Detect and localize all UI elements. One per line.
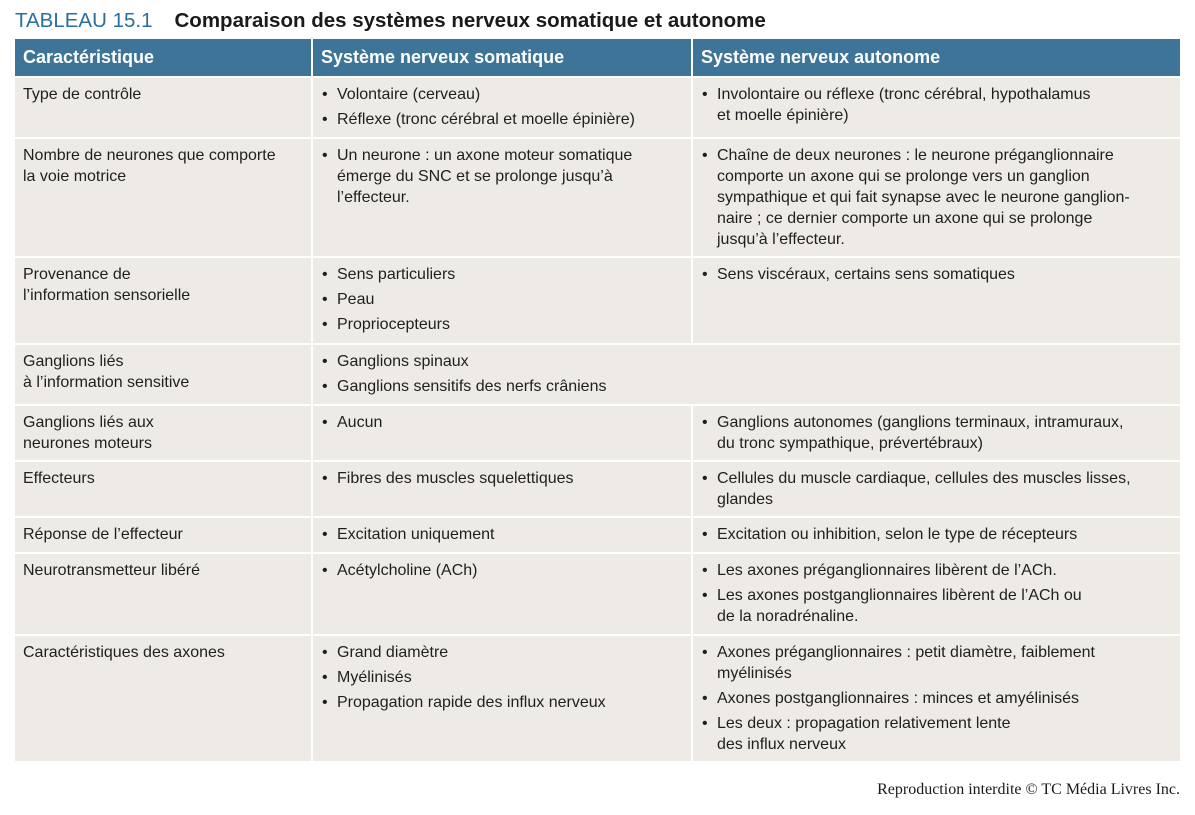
list-item: Aucun bbox=[321, 412, 681, 433]
list-item: Réflexe (tronc cérébral et moelle épiniè… bbox=[321, 109, 681, 130]
list-item: Sens viscéraux, certains sens somatiques bbox=[701, 264, 1170, 285]
autonomic-list: Les axones préganglionnaires libèrent de… bbox=[701, 560, 1170, 627]
header-somatic: Système nerveux somatique bbox=[312, 39, 693, 77]
row-autonomic: Involontaire ou réflexe (tronc cérébral,… bbox=[692, 76, 1180, 138]
somatic-list: Sens particuliers Peau Propriocepteurs bbox=[321, 264, 681, 335]
list-item: Fibres des muscles squelettiques bbox=[321, 468, 681, 489]
autonomic-list: Cellules du muscle cardiaque, cellules d… bbox=[701, 468, 1170, 510]
characteristic-label: Neurotransmetteur libéré bbox=[23, 562, 200, 579]
table-row: Ganglions liés aux neurones moteurs Aucun… bbox=[15, 404, 1180, 461]
table-row: Ganglions liés à l’information sensitive… bbox=[15, 343, 1180, 405]
table-heading: Comparaison des systèmes nerveux somatiq… bbox=[174, 9, 766, 32]
row-somatic: Fibres des muscles squelettiques bbox=[312, 460, 693, 517]
list-item: Les axones préganglionnaires libèrent de… bbox=[701, 560, 1170, 581]
row-shared-cell: Ganglions spinaux Ganglions sensitifs des… bbox=[312, 343, 1180, 405]
characteristic-label: Ganglions liés aux neurones moteurs bbox=[23, 414, 154, 452]
row-characteristic: Type de contrôle bbox=[15, 76, 313, 138]
list-item: Sens particuliers bbox=[321, 264, 681, 285]
somatic-list: Volontaire (cerveau) Réflexe (tronc céréb… bbox=[321, 84, 681, 130]
list-item: Excitation ou inhibition, selon le type … bbox=[701, 524, 1170, 545]
row-autonomic: Ganglions autonomes (ganglions terminaux… bbox=[692, 404, 1180, 461]
row-characteristic: Neurotransmetteur libéré bbox=[15, 552, 313, 635]
autonomic-list: Excitation ou inhibition, selon le type … bbox=[701, 524, 1170, 545]
row-characteristic: Réponse de l’effecteur bbox=[15, 516, 313, 553]
header-autonomic: Système nerveux autonome bbox=[692, 39, 1180, 77]
row-characteristic: Caractéristiques des axones bbox=[15, 634, 313, 761]
table-number: TABLEAU 15.1 bbox=[15, 9, 153, 32]
list-item: Myélinisés bbox=[321, 667, 681, 688]
somatic-list: Aucun bbox=[321, 412, 681, 433]
row-autonomic: Cellules du muscle cardiaque, cellules d… bbox=[692, 460, 1180, 517]
autonomic-list: Ganglions autonomes (ganglions terminaux… bbox=[701, 412, 1170, 454]
autonomic-list: Involontaire ou réflexe (tronc cérébral,… bbox=[701, 84, 1170, 126]
list-item: Ganglions autonomes (ganglions terminaux… bbox=[701, 412, 1170, 454]
list-item: Les deux : propagation relativement lent… bbox=[701, 713, 1170, 755]
list-item: Propagation rapide des influx nerveux bbox=[321, 692, 681, 713]
row-characteristic: Provenance de l’information sensorielle bbox=[15, 256, 313, 344]
list-item: Un neurone : un axone moteur somatique é… bbox=[321, 145, 681, 208]
somatic-list: Un neurone : un axone moteur somatique é… bbox=[321, 145, 681, 208]
characteristic-label: Ganglions liés à l’information sensitive bbox=[23, 353, 190, 391]
somatic-list: Acétylcholine (ACh) bbox=[321, 560, 681, 581]
list-item: Cellules du muscle cardiaque, cellules d… bbox=[701, 468, 1170, 510]
table-row: Type de contrôle Volontaire (cerveau) Réfl… bbox=[15, 76, 1180, 138]
comparison-table: Caractéristique Système nerveux somatiqu… bbox=[15, 39, 1180, 761]
table-row: Provenance de l’information sensorielle S… bbox=[15, 256, 1180, 344]
list-item: Axones préganglionnaires : petit diamètr… bbox=[701, 642, 1170, 684]
row-somatic: Un neurone : un axone moteur somatique é… bbox=[312, 137, 693, 257]
list-item: Axones postganglionnaires : minces et am… bbox=[701, 688, 1170, 709]
characteristic-label: Type de contrôle bbox=[23, 86, 142, 103]
somatic-list: Excitation uniquement bbox=[321, 524, 681, 545]
row-somatic: Grand diamètre Myélinisés Propagation rapi… bbox=[312, 634, 693, 761]
table-row: Nombre de neurones que comporte la voie … bbox=[15, 137, 1180, 257]
characteristic-label: Caractéristiques des axones bbox=[23, 644, 225, 661]
row-autonomic: Les axones préganglionnaires libèrent de… bbox=[692, 552, 1180, 635]
copyright-footer: Reproduction interdite © TC Média Livres… bbox=[877, 781, 1180, 798]
table-row: Réponse de l’effecteur Excitation uniquem… bbox=[15, 516, 1180, 553]
row-autonomic: Chaîne de deux neurones : le neurone pré… bbox=[692, 137, 1180, 257]
row-characteristic: Nombre de neurones que comporte la voie … bbox=[15, 137, 313, 257]
somatic-list: Grand diamètre Myélinisés Propagation rapi… bbox=[321, 642, 681, 713]
list-item: Excitation uniquement bbox=[321, 524, 681, 545]
characteristic-label: Nombre de neurones que comporte la voie … bbox=[23, 147, 276, 185]
autonomic-list: Chaîne de deux neurones : le neurone pré… bbox=[701, 145, 1170, 250]
row-somatic: Aucun bbox=[312, 404, 693, 461]
autonomic-list: Sens viscéraux, certains sens somatiques bbox=[701, 264, 1170, 285]
row-characteristic: Ganglions liés à l’information sensitive bbox=[15, 343, 313, 405]
table-row: Effecteurs Fibres des muscles squelettiqu… bbox=[15, 460, 1180, 517]
row-autonomic: Excitation ou inhibition, selon le type … bbox=[692, 516, 1180, 553]
header-characteristic: Caractéristique bbox=[15, 39, 313, 77]
row-autonomic: Axones préganglionnaires : petit diamètr… bbox=[692, 634, 1180, 761]
table-row: Neurotransmetteur libéré Acétylcholine (A… bbox=[15, 552, 1180, 635]
row-characteristic: Effecteurs bbox=[15, 460, 313, 517]
row-somatic: Volontaire (cerveau) Réflexe (tronc céréb… bbox=[312, 76, 693, 138]
table-title: TABLEAU 15.1 Comparaison des systèmes ne… bbox=[15, 9, 766, 39]
row-somatic: Excitation uniquement bbox=[312, 516, 693, 553]
table-row: Caractéristiques des axones Grand diamètr… bbox=[15, 634, 1180, 761]
list-item: Volontaire (cerveau) bbox=[321, 84, 681, 105]
characteristic-label: Réponse de l’effecteur bbox=[23, 526, 183, 543]
row-characteristic: Ganglions liés aux neurones moteurs bbox=[15, 404, 313, 461]
list-item: Peau bbox=[321, 289, 681, 310]
autonomic-list: Axones préganglionnaires : petit diamètr… bbox=[701, 642, 1170, 755]
list-item: Ganglions sensitifs des nerfs crâniens bbox=[321, 376, 1170, 397]
characteristic-label: Provenance de l’information sensorielle bbox=[23, 266, 191, 304]
list-item: Grand diamètre bbox=[321, 642, 681, 663]
list-item: Chaîne de deux neurones : le neurone pré… bbox=[701, 145, 1170, 250]
list-item: Involontaire ou réflexe (tronc cérébral,… bbox=[701, 84, 1170, 126]
shared-list: Ganglions spinaux Ganglions sensitifs des… bbox=[321, 351, 1170, 397]
table-body: Type de contrôle Volontaire (cerveau) Réfl… bbox=[15, 76, 1180, 761]
row-autonomic: Sens viscéraux, certains sens somatiques bbox=[692, 256, 1180, 344]
row-somatic: Acétylcholine (ACh) bbox=[312, 552, 693, 635]
list-item: Ganglions spinaux bbox=[321, 351, 1170, 372]
somatic-list: Fibres des muscles squelettiques bbox=[321, 468, 681, 489]
row-somatic: Sens particuliers Peau Propriocepteurs bbox=[312, 256, 693, 344]
characteristic-label: Effecteurs bbox=[23, 470, 95, 487]
list-item: Les axones postganglionnaires libèrent d… bbox=[701, 585, 1170, 627]
header-row: Caractéristique Système nerveux somatiqu… bbox=[15, 39, 1180, 77]
list-item: Acétylcholine (ACh) bbox=[321, 560, 681, 581]
list-item: Propriocepteurs bbox=[321, 314, 681, 335]
